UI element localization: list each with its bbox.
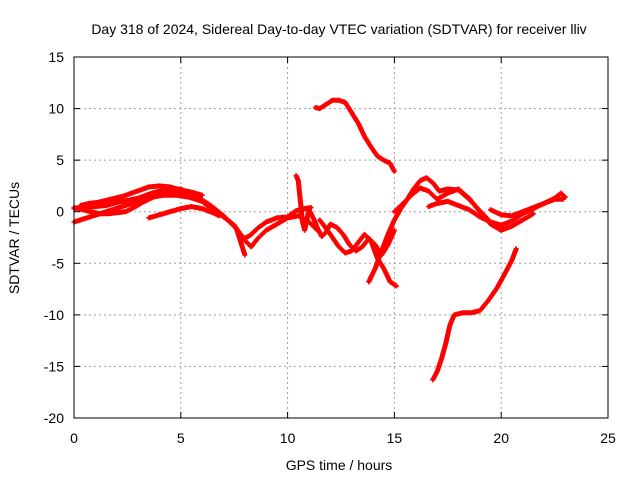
y-tick-label: 15 — [48, 49, 64, 65]
x-tick-label: 20 — [493, 430, 509, 446]
x-axis-label: GPS time / hours — [286, 457, 393, 473]
point-markers — [312, 97, 397, 174]
x-tick-label: 5 — [177, 430, 185, 446]
y-tick-label: 10 — [48, 101, 64, 117]
y-tick-label: 5 — [56, 152, 64, 168]
series-track-d — [77, 183, 205, 208]
series-track-l — [312, 97, 397, 174]
y-tick-label: -10 — [44, 307, 64, 323]
axis-ticks: 0 5 10 15 20 25 -20 -15 -10 -5 0 5 10 15 — [44, 49, 616, 446]
plot-frame — [73, 56, 609, 419]
series-track-e — [146, 204, 222, 221]
series-track-k — [488, 190, 568, 219]
x-tick-label: 0 — [70, 430, 78, 446]
y-axis-label: SDTVAR / TECUs — [6, 182, 22, 294]
chart-title: Day 318 of 2024, Sidereal Day-to-day VTE… — [91, 21, 586, 37]
x-tick-label: 15 — [387, 430, 403, 446]
series-track-g — [317, 217, 399, 289]
point-markers — [488, 190, 568, 219]
x-tick-label: 25 — [600, 430, 616, 446]
y-tick-label: -5 — [52, 255, 65, 271]
y-tick-label: 0 — [56, 204, 64, 220]
point-markers — [146, 204, 222, 221]
point-markers — [317, 217, 399, 289]
point-markers — [77, 183, 205, 208]
point-markers — [430, 246, 519, 383]
y-tick-label: -15 — [44, 358, 64, 374]
x-tick-label: 10 — [280, 430, 296, 446]
y-tick-label: -20 — [44, 410, 64, 426]
series-track-m — [430, 246, 519, 383]
